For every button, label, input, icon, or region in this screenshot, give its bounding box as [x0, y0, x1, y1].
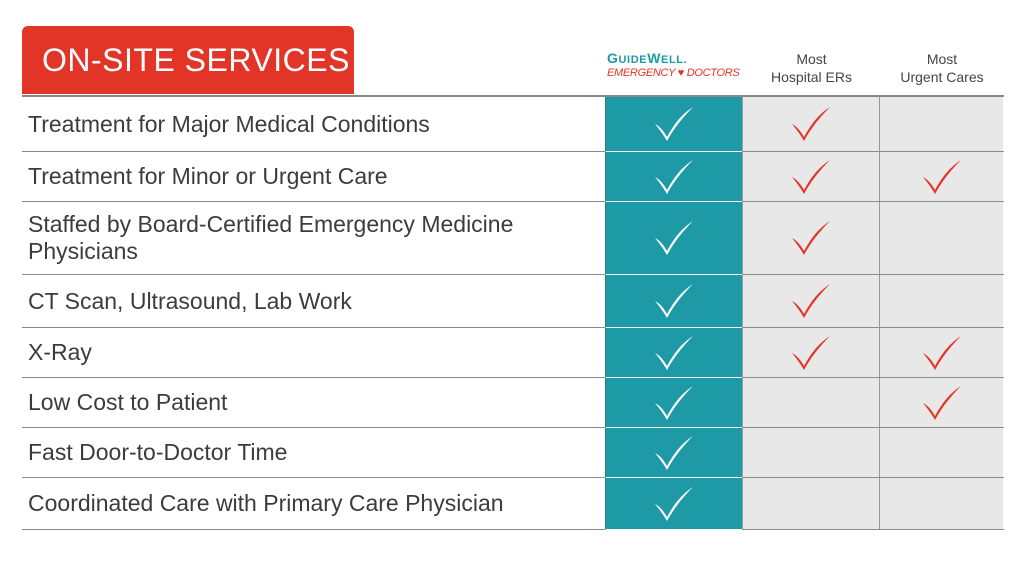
cell-hospital	[742, 202, 879, 274]
table-row: Staffed by Board-Certified Emergency Med…	[22, 202, 1004, 275]
column-header-hospital: Most Hospital ERs	[771, 51, 852, 85]
check-icon	[792, 284, 830, 318]
row-label: X-Ray	[28, 339, 92, 365]
table-row: Treatment for Major Medical Conditions	[22, 97, 1004, 152]
cell-urgent	[879, 152, 1003, 201]
cell-urgent	[879, 378, 1003, 427]
cell-hospital	[742, 428, 879, 477]
check-icon	[922, 385, 961, 420]
cell-guidewell	[605, 97, 742, 152]
table-row: Treatment for Minor or Urgent Care	[22, 152, 1004, 202]
check-icon	[922, 159, 961, 194]
cell-guidewell	[605, 328, 742, 378]
brand-subtitle: EMERGENCY ♥ DOCTORS	[607, 67, 740, 79]
check-icon	[655, 385, 693, 420]
comparison-table: Treatment for Major Medical Conditions Tr…	[22, 95, 1004, 530]
row-label: Coordinated Care with Primary Care Physi…	[28, 490, 504, 516]
cell-guidewell	[605, 152, 742, 202]
table-row: Fast Door-to-Doctor Time	[22, 428, 1004, 478]
cell-urgent	[879, 97, 1003, 151]
cell-guidewell	[605, 428, 742, 478]
cell-guidewell	[605, 275, 742, 328]
check-icon	[655, 486, 693, 521]
cell-hospital	[742, 478, 879, 529]
check-icon	[655, 435, 693, 470]
brand-logo: GUIDEWELL. EMERGENCY ♥ DOCTORS	[607, 50, 742, 80]
cell-urgent	[879, 275, 1003, 327]
row-label: Treatment for Major Medical Conditions	[28, 110, 430, 137]
brand-name: GUIDEWELL.	[607, 50, 688, 66]
check-icon	[655, 221, 693, 255]
table-row: X-Ray	[22, 328, 1004, 378]
check-icon	[655, 159, 693, 194]
page-title: ON-SITE SERVICES	[22, 26, 354, 94]
column-header-urgent: Most Urgent Cares	[900, 51, 984, 85]
cell-guidewell	[605, 202, 742, 275]
cell-hospital	[742, 97, 879, 151]
cell-hospital	[742, 328, 879, 377]
cell-hospital	[742, 275, 879, 327]
cell-guidewell	[605, 478, 742, 530]
cell-urgent	[879, 328, 1003, 377]
check-icon	[792, 335, 830, 370]
cell-urgent	[879, 428, 1003, 477]
check-icon	[655, 284, 693, 318]
row-label: Staffed by Board-Certified Emergency Med…	[28, 211, 514, 264]
cell-urgent	[879, 202, 1003, 274]
cell-hospital	[742, 378, 879, 427]
check-icon	[655, 335, 693, 370]
table-row: Low Cost to Patient	[22, 378, 1004, 428]
row-label: Fast Door-to-Doctor Time	[28, 439, 288, 465]
check-icon	[922, 335, 961, 370]
row-label: Treatment for Minor or Urgent Care	[28, 163, 388, 189]
cell-hospital	[742, 152, 879, 201]
cell-urgent	[879, 478, 1003, 529]
check-icon	[655, 107, 693, 141]
check-icon	[792, 221, 830, 255]
row-label: CT Scan, Ultrasound, Lab Work	[28, 287, 352, 314]
table-row: CT Scan, Ultrasound, Lab Work	[22, 275, 1004, 328]
check-icon	[792, 107, 830, 141]
row-label: Low Cost to Patient	[28, 389, 228, 415]
table-row: Coordinated Care with Primary Care Physi…	[22, 478, 1004, 530]
cell-guidewell	[605, 378, 742, 428]
check-icon	[792, 159, 830, 194]
